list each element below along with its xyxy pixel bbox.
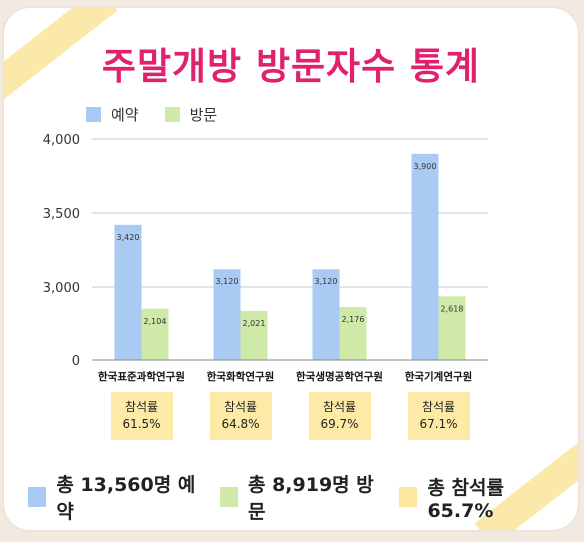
x-tick-label: 한국화학연구원 — [207, 370, 275, 383]
summary-reserve-text: 총 13,560명 예약 — [56, 474, 196, 523]
x-tick-label: 한국표준과학연구원 — [98, 370, 185, 383]
bar-reserve — [213, 269, 241, 360]
legend-label-visit: 방문 — [189, 106, 218, 124]
attendance-rate-box: 참석률 64.8% — [209, 392, 272, 440]
y-tick-label: 4,000 — [43, 133, 80, 148]
summary-swatch-reserve — [28, 487, 47, 507]
data-label: 3,120 — [216, 277, 239, 286]
data-label: 3,420 — [117, 233, 140, 242]
bar-reserve — [114, 224, 142, 360]
attendance-rate-box: 참석률 61.5% — [110, 392, 173, 440]
legend-item-reserve: 예약 — [86, 104, 139, 125]
legend-swatch-reserve — [86, 107, 101, 122]
stats-card: 주말개방 방문자수 통계 — [4, 8, 578, 530]
x-tick-label: 한국생명공학연구원 — [296, 370, 383, 383]
data-label: 2,021 — [243, 319, 266, 328]
attendance-rate-box: 참석률 69.7% — [308, 392, 371, 440]
bar-reserve — [312, 269, 340, 360]
summary-rate: 총 참석률 65.7% — [399, 473, 564, 522]
attendance-rate-label: 참석률 — [322, 400, 357, 414]
data-label: 3,120 — [315, 277, 338, 286]
attendance-rate-label: 참석률 — [223, 400, 258, 414]
data-label: 2,176 — [342, 315, 365, 324]
y-tick-label: 3,000 — [43, 281, 80, 296]
attendance-rate-value: 67.1% — [419, 417, 458, 431]
chart-legend: 예약 방문 — [86, 104, 217, 125]
summary-rate-text: 총 참석률 65.7% — [427, 476, 504, 522]
bar-visit — [339, 307, 367, 360]
summary-visit: 총 8,919명 방문 — [219, 470, 379, 524]
summary-swatch-visit — [219, 487, 238, 507]
summary-bar: 총 13,560명 예약 총 8,919명 방문 총 참석률 65.7% — [28, 470, 584, 524]
attendance-rate-label: 참석률 — [421, 400, 456, 414]
chart-title: 주말개방 방문자수 통계 — [101, 45, 481, 88]
bar-visit — [438, 296, 466, 360]
legend-item-visit: 방문 — [164, 104, 218, 125]
bar-visit — [141, 308, 169, 360]
data-label: 3,900 — [414, 162, 437, 171]
y-tick-label: 3,500 — [43, 207, 80, 222]
y-tick-label: 0 — [72, 354, 80, 369]
legend-label-reserve: 예약 — [111, 106, 139, 124]
attendance-rate-value: 61.5% — [122, 417, 161, 431]
attendance-rate-box: 참석률 67.1% — [407, 392, 470, 440]
bar-reserve — [411, 153, 439, 360]
summary-swatch-rate — [399, 487, 418, 507]
attendance-rate-value: 64.8% — [221, 417, 260, 431]
bar-visit — [240, 310, 268, 360]
data-label: 2,618 — [441, 304, 464, 313]
summary-reserve: 총 13,560명 예약 — [28, 470, 200, 524]
x-tick-label: 한국기계연구원 — [405, 370, 473, 383]
legend-swatch-visit — [164, 107, 180, 122]
attendance-rate-label: 참석률 — [124, 400, 159, 414]
summary-visit-text: 총 8,919명 방문 — [247, 474, 374, 523]
data-label: 2,104 — [144, 317, 167, 326]
attendance-rate-value: 69.7% — [320, 417, 359, 431]
